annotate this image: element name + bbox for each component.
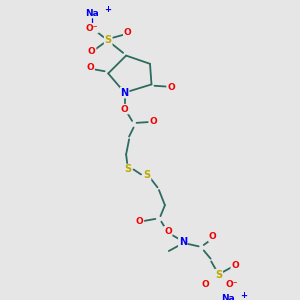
Text: S: S — [105, 35, 112, 46]
Text: S: S — [215, 270, 222, 280]
Text: N: N — [179, 237, 187, 247]
Text: O: O — [88, 47, 96, 56]
Text: O: O — [121, 105, 128, 114]
Text: N: N — [121, 88, 129, 98]
Text: +: + — [104, 5, 111, 14]
Text: S: S — [124, 164, 131, 175]
Text: O: O — [201, 280, 209, 289]
Text: O: O — [124, 28, 131, 37]
Text: +: + — [240, 291, 247, 300]
Text: O⁻: O⁻ — [85, 24, 98, 33]
Text: S: S — [143, 170, 151, 180]
Text: O: O — [164, 227, 172, 236]
Text: O: O — [209, 232, 217, 241]
Text: Na: Na — [221, 294, 235, 300]
Text: O: O — [136, 217, 143, 226]
Text: Na: Na — [85, 8, 99, 17]
Text: O: O — [167, 83, 175, 92]
Text: O⁻: O⁻ — [226, 280, 239, 289]
Text: O: O — [86, 63, 94, 72]
Text: O: O — [149, 117, 157, 126]
Text: O: O — [231, 261, 239, 270]
